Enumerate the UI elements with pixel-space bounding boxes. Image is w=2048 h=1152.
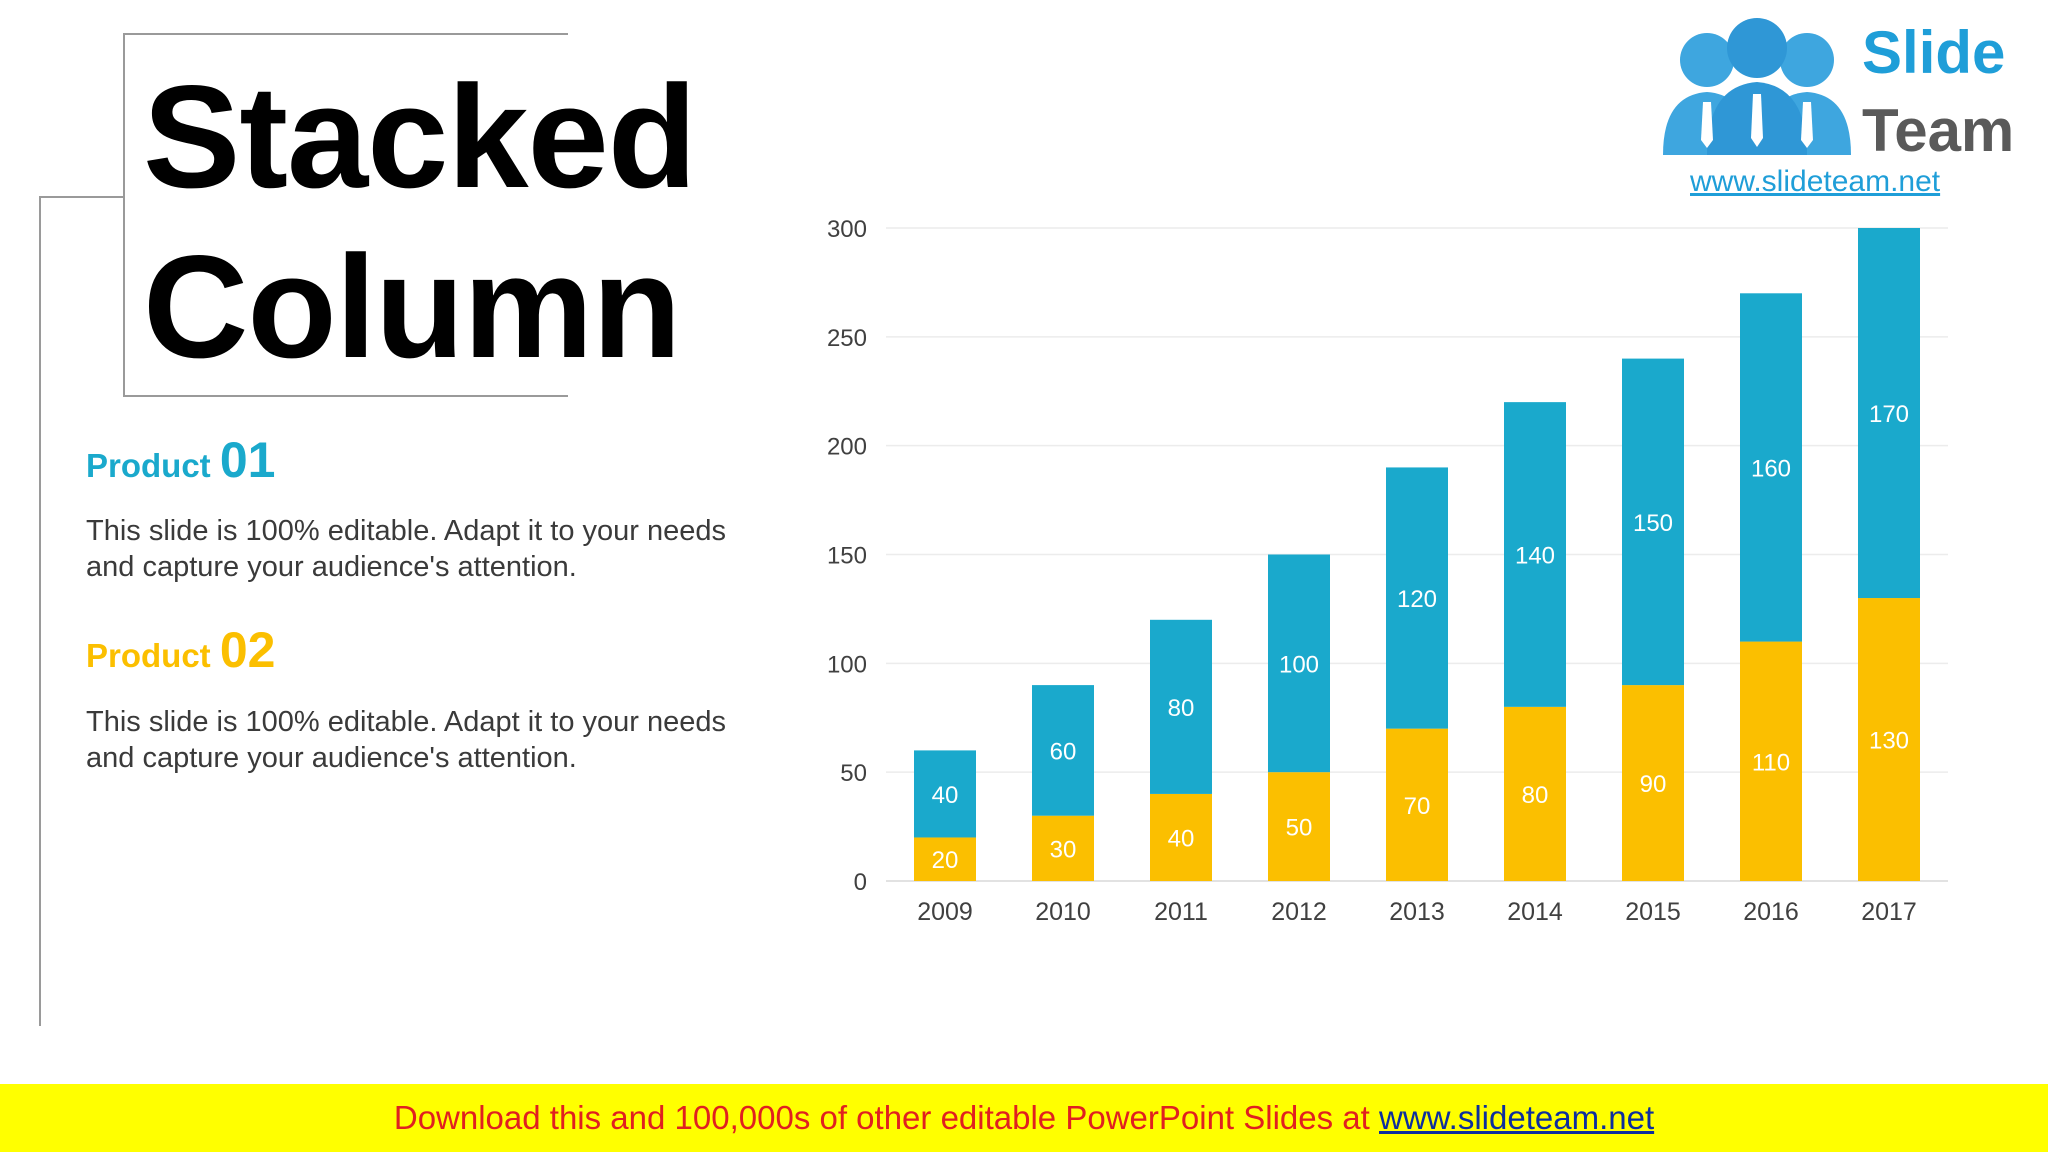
- bar-segment: [1740, 293, 1802, 642]
- banner-text: Download this and 100,000s of other edit…: [393, 1099, 1379, 1136]
- x-tick-label: 2010: [1035, 898, 1091, 926]
- product-2-label: Product: [86, 637, 211, 674]
- y-tick-label: 200: [827, 434, 867, 461]
- y-tick-label: 250: [827, 325, 867, 352]
- x-tick-label: 2012: [1271, 898, 1327, 926]
- data-label: 80: [1522, 782, 1549, 809]
- x-tick-label: 2015: [1625, 898, 1681, 926]
- y-tick-label: 100: [827, 651, 867, 678]
- bar-segment: [1268, 772, 1330, 881]
- download-banner: Download this and 100,000s of other edit…: [0, 1084, 2048, 1152]
- logo-url-link[interactable]: www.slideteam.net: [1690, 165, 1941, 198]
- data-label: 140: [1515, 543, 1555, 570]
- x-tick-label: 2011: [1154, 898, 1208, 926]
- data-label: 150: [1633, 510, 1673, 537]
- logo-word-team: Team: [1862, 97, 2015, 164]
- bar-segment: [1504, 402, 1566, 707]
- product-1-description: This slide is 100% editable. Adapt it to…: [86, 515, 726, 583]
- stacked-column-chart: 0 50 100 150 200 250 300 20 40 2009 30 60 2010 40 80 20…: [827, 216, 1948, 926]
- data-label: 40: [1168, 825, 1195, 852]
- y-tick-label: 300: [827, 216, 867, 243]
- bar-segment: [1858, 228, 1920, 599]
- bar-segment: [1386, 467, 1448, 729]
- x-tick-label: 2014: [1507, 898, 1563, 926]
- bar-segment: [1622, 358, 1684, 686]
- bar-segment: [1268, 554, 1330, 773]
- title-line-2: Column: [143, 225, 681, 388]
- product-1-label: Product: [86, 447, 211, 484]
- title-line-1: Stacked: [143, 55, 697, 218]
- data-label: 170: [1869, 401, 1909, 428]
- frame-horizontal-stub: [39, 196, 124, 198]
- data-label: 90: [1640, 771, 1667, 798]
- logo-word-slide: Slide: [1862, 19, 2006, 86]
- product-2-heading: Product 02: [86, 625, 275, 680]
- data-label: 120: [1397, 586, 1437, 613]
- data-label: 80: [1168, 695, 1195, 722]
- bar-segment: [1150, 793, 1212, 881]
- frame-vertical-line: [39, 197, 41, 1026]
- bar-segment: [1504, 706, 1566, 881]
- banner-text-line: Download this and 100,000s of other edit…: [0, 1084, 2048, 1152]
- bar-segment: [914, 750, 976, 838]
- x-tick-label: 2009: [917, 898, 973, 926]
- bar-segment: [1622, 685, 1684, 881]
- people-logo-icon: [1663, 18, 1851, 155]
- data-label: 110: [1752, 749, 1790, 776]
- chart-bars: [914, 228, 1920, 881]
- data-label: 20: [932, 847, 959, 874]
- data-label: 70: [1404, 793, 1431, 820]
- title-frame: [123, 33, 568, 397]
- bar-segment: [1858, 598, 1920, 881]
- slideteam-logo[interactable]: Slide Team www.slideteam.net: [1640, 0, 2040, 198]
- bar-segment: [1740, 641, 1802, 881]
- banner-link[interactable]: www.slideteam.net: [1379, 1099, 1655, 1136]
- data-label: 30: [1050, 836, 1077, 863]
- product-2-description: This slide is 100% editable. Adapt it to…: [86, 706, 726, 774]
- bar-segment: [914, 837, 976, 881]
- data-label: 130: [1869, 728, 1909, 755]
- data-label: 40: [932, 782, 959, 809]
- data-label: 50: [1286, 815, 1313, 842]
- data-label: 160: [1751, 455, 1791, 482]
- x-tick-label: 2016: [1743, 898, 1799, 926]
- x-tick-label: 2017: [1861, 898, 1917, 926]
- y-tick-label: 150: [827, 543, 867, 570]
- bar-segment: [1386, 728, 1448, 881]
- data-label: 100: [1279, 651, 1319, 678]
- chart-labels: 0 50 100 150 200 250 300 20 40 2009 30 60 2010 40 80 20…: [827, 216, 1917, 926]
- x-tick-label: 2013: [1389, 898, 1445, 926]
- bar-segment: [1150, 619, 1212, 794]
- y-tick-label: 0: [854, 869, 867, 896]
- bar-segment: [1032, 815, 1094, 881]
- data-label: 60: [1050, 738, 1077, 765]
- product-1-heading: Product 01: [86, 435, 275, 490]
- product-2-number: 02: [219, 622, 276, 678]
- bar-segment: [1032, 685, 1094, 816]
- page-title: Stacked Column: [143, 52, 697, 392]
- product-1-number: 01: [219, 432, 276, 488]
- y-tick-label: 50: [840, 760, 867, 787]
